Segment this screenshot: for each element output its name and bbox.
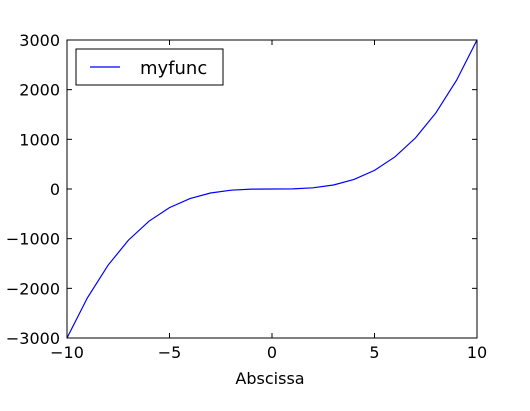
y-tick-label: 2000 <box>19 81 60 100</box>
y-tick-label: 3000 <box>19 31 60 50</box>
plot-frame <box>66 39 478 339</box>
y-tick-label: −1000 <box>6 230 60 249</box>
series-layer <box>66 39 478 339</box>
x-tick-label: 10 <box>467 343 487 362</box>
series-line-myfunc <box>66 39 478 339</box>
y-tick-label: 0 <box>50 180 60 199</box>
legend: myfunc <box>75 48 224 86</box>
x-tick-label: −5 <box>158 343 182 362</box>
x-axis-label: Abscissa <box>235 369 304 388</box>
labels-layer: −10 −5 0 5 10 −3000 −2000 −1000 0 1000 2000 3000 <box>6 31 487 362</box>
y-tick-label: 1000 <box>19 130 60 149</box>
y-tick-label: −3000 <box>6 329 60 348</box>
y-tick-label: −2000 <box>6 279 60 298</box>
x-tick-label: 0 <box>267 343 277 362</box>
legend-entry-label: myfunc <box>140 58 207 79</box>
x-tick-label: 5 <box>369 343 379 362</box>
x-tick-label: −10 <box>50 343 84 362</box>
